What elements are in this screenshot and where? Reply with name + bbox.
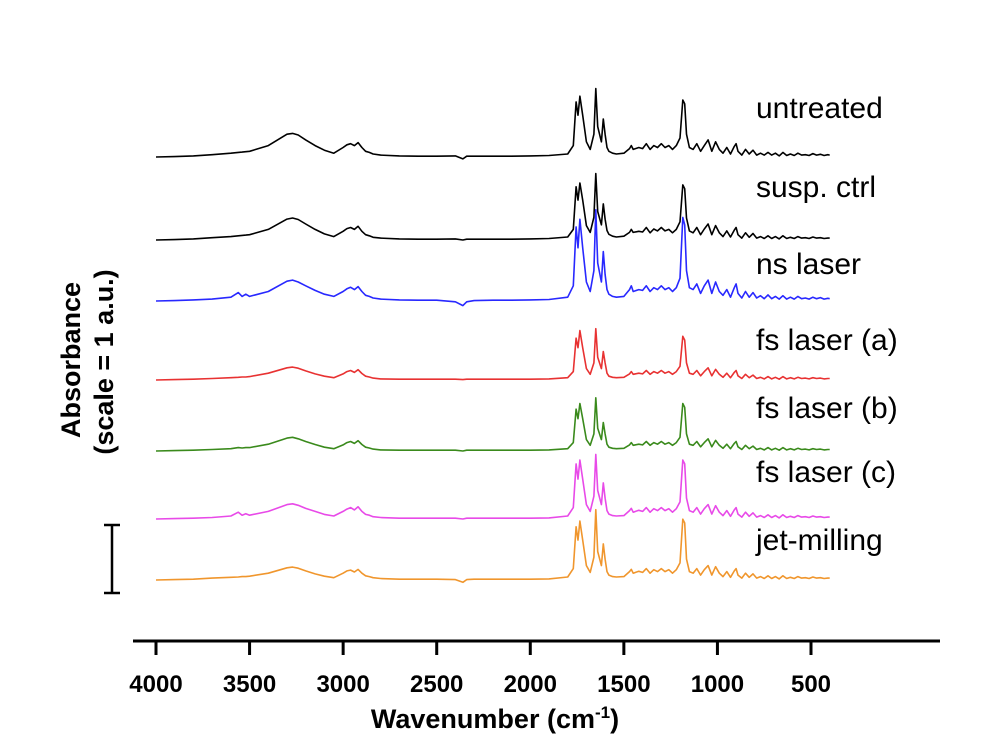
x-axis-title: Wavenumber (cm-1) (371, 703, 619, 734)
series-line-2 (155, 209, 830, 307)
series-label-1: susp. ctrl (756, 171, 876, 204)
x-tick-label-3000: 3000 (316, 671, 369, 698)
series-label-2: ns laser (756, 248, 861, 281)
x-tick-label-4000: 4000 (129, 671, 182, 698)
y-axis-subtitle: (scale = 1 a.u.) (89, 269, 119, 454)
series-label-3: fs laser (a) (756, 324, 898, 357)
x-tick-label-3500: 3500 (223, 671, 276, 698)
x-axis: 4000 3500 3000 2500 2000 1500 1000 500 (129, 639, 940, 698)
series-line-3 (155, 327, 830, 381)
x-tick-label-500: 500 (791, 671, 831, 698)
series-line-1 (155, 172, 830, 241)
x-tick-label-1000: 1000 (691, 671, 744, 698)
series-label-6: jet-milling (755, 524, 883, 557)
x-tick-label-2500: 2500 (410, 671, 463, 698)
series-line-4 (155, 397, 830, 452)
series-labels: untreated susp. ctrl ns laser fs laser (a) f… (755, 92, 898, 557)
scale-bar (104, 523, 120, 595)
series-line-0 (155, 87, 830, 160)
x-tick-label-1500: 1500 (597, 671, 650, 698)
series-label-0: untreated (756, 92, 883, 125)
series-label-5: fs laser (c) (756, 456, 896, 489)
x-tick-label-2000: 2000 (504, 671, 557, 698)
series-line-6 (155, 508, 830, 584)
y-axis-title: Absorbance (56, 282, 86, 438)
series-group (155, 87, 830, 584)
series-line-5 (155, 453, 830, 520)
series-label-4: fs laser (b) (756, 392, 898, 425)
